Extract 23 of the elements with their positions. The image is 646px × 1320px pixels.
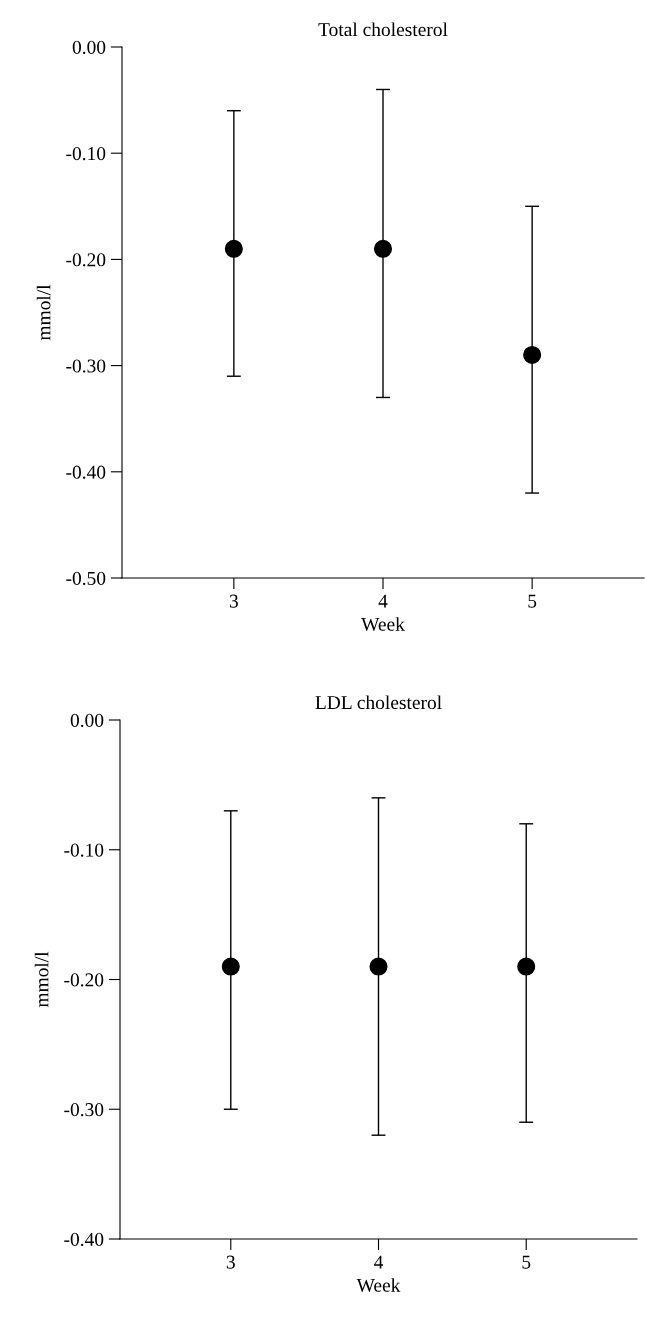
x-tick-label: 5 xyxy=(528,594,537,608)
y-tick-label: -0.30 xyxy=(64,1103,104,1117)
y-tick-label: 0.00 xyxy=(70,713,104,728)
y-tick-label: -0.10 xyxy=(64,843,104,857)
x-tick-label: 3 xyxy=(226,1255,235,1269)
y-tick-label: 0.00 xyxy=(72,40,106,55)
x-tick-label: 4 xyxy=(374,1255,384,1269)
chart-title: LDL cholesterol xyxy=(315,695,442,710)
x-tick-label: 3 xyxy=(229,594,238,608)
y-tick-label: -0.20 xyxy=(66,253,106,267)
y-tick-label: -0.40 xyxy=(64,1232,104,1247)
x-tick-label: 5 xyxy=(522,1255,531,1269)
chart-title: Total cholesterol xyxy=(318,22,448,37)
y-axis-title: mmol/l xyxy=(36,284,51,341)
y-tick-label: -0.40 xyxy=(66,465,106,479)
y-tick-label: -0.10 xyxy=(66,147,106,161)
x-axis-title: Week xyxy=(361,617,405,631)
x-axis-title: Week xyxy=(356,1278,401,1292)
y-tick-label: -0.20 xyxy=(64,973,104,987)
y-axis-title: mmol/l xyxy=(34,951,49,1008)
y-tick-label: -0.30 xyxy=(66,359,106,373)
y-tick-label: -0.50 xyxy=(66,571,106,586)
x-tick-label: 4 xyxy=(378,594,388,608)
